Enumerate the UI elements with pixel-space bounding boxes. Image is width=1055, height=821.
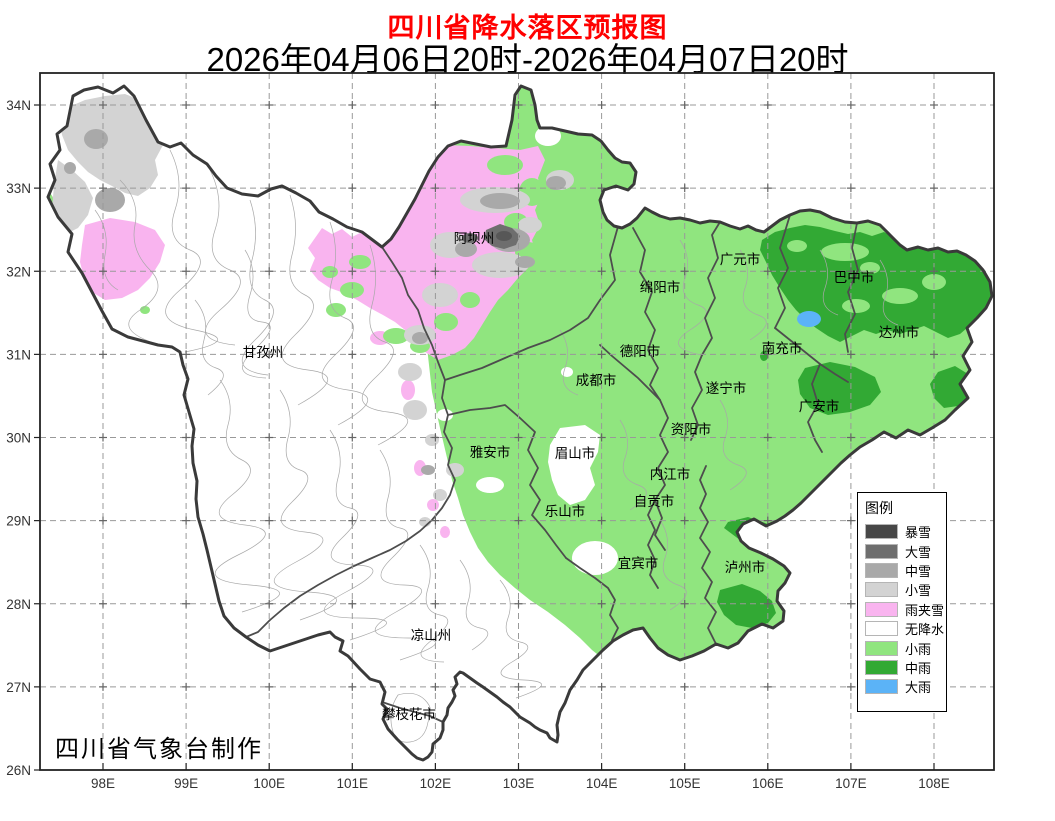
legend-box: 图例 暴雪大雪中雪小雪雨夹雪无降水小雨中雨大雨	[857, 492, 947, 712]
legend-rows: 暴雪大雪中雪小雪雨夹雪无降水小雨中雨大雨	[865, 522, 946, 697]
lat-tick-label: 33N	[6, 181, 31, 196]
legend-title: 图例	[865, 500, 893, 516]
legend-item: 无降水	[865, 619, 946, 638]
lon-tick-label: 102E	[420, 776, 452, 791]
legend-swatch	[865, 524, 898, 540]
city-label: 广安市	[799, 398, 840, 414]
lat-tick-label: 26N	[6, 763, 31, 778]
legend-swatch	[865, 543, 898, 559]
legend-swatch	[865, 640, 898, 656]
city-label: 甘孜州	[243, 345, 284, 360]
legend-label: 暴雪	[905, 525, 932, 541]
legend-label: 中雨	[905, 660, 932, 676]
legend-swatch	[865, 679, 898, 695]
legend-label: 无降水	[905, 622, 945, 638]
legend-label: 小雨	[905, 641, 932, 657]
city-label: 巴中市	[834, 269, 875, 285]
city-label: 内江市	[650, 466, 691, 482]
lon-tick-label: 103E	[503, 776, 535, 791]
lon-tick-label: 98E	[91, 776, 115, 791]
legend-label: 中雪	[905, 563, 932, 579]
city-label: 乐山市	[545, 503, 586, 519]
city-label: 遂宁市	[706, 380, 747, 396]
lon-tick-label: 101E	[337, 776, 369, 791]
legend-swatch	[865, 601, 898, 617]
city-label: 攀枝花市	[382, 706, 436, 722]
legend-item: 小雪	[865, 580, 946, 599]
lon-tick-label: 105E	[669, 776, 701, 791]
city-label: 南充市	[762, 340, 803, 356]
legend-item: 中雨	[865, 658, 946, 677]
precip-fill-layer	[48, 86, 992, 743]
city-label: 凉山州	[411, 628, 452, 643]
lat-tick-label: 30N	[6, 431, 31, 446]
city-label: 广元市	[720, 251, 761, 267]
legend-item: 雨夹雪	[865, 600, 946, 619]
city-label: 德阳市	[620, 343, 661, 359]
legend-swatch	[865, 582, 898, 598]
legend-label: 大雪	[905, 544, 932, 560]
lat-tick-label: 27N	[6, 680, 31, 695]
credit-text: 四川省气象台制作	[55, 736, 263, 763]
grid-layer: 98E 99E 100E 101E 102E 103E 104E 105E 106E 107E 10…	[6, 73, 994, 791]
lon-tick-label: 100E	[253, 776, 285, 791]
legend-label: 大雨	[905, 680, 932, 696]
city-label: 眉山市	[555, 445, 596, 461]
lat-tick-label: 29N	[6, 514, 31, 529]
city-label: 绵阳市	[640, 279, 681, 295]
page-title: 四川省降水落区预报图	[387, 13, 668, 43]
legend-swatch	[865, 562, 898, 578]
lon-tick-label: 106E	[752, 776, 784, 791]
legend-label: 小雪	[905, 583, 932, 599]
forecast-period: 2026年04月06日20时-2026年04月07日20时	[206, 41, 849, 78]
city-label: 资阳市	[671, 421, 712, 437]
city-label: 宜宾市	[618, 555, 659, 571]
lat-tick-label: 32N	[6, 264, 31, 279]
lat-tick-label: 31N	[6, 347, 31, 362]
lon-tick-label: 107E	[835, 776, 867, 791]
lon-tick-label: 108E	[918, 776, 950, 791]
legend-item: 中雪	[865, 561, 946, 580]
city-label: 雅安市	[470, 444, 511, 460]
legend-item: 大雨	[865, 677, 946, 696]
lon-tick-label: 104E	[586, 776, 618, 791]
map-frame	[39, 72, 995, 771]
city-label: 阿坝州	[454, 231, 495, 246]
legend-item: 大雪	[865, 541, 946, 560]
legend-swatch	[865, 621, 898, 637]
lat-tick-label: 28N	[6, 597, 31, 612]
legend-label: 雨夹雪	[905, 602, 945, 618]
city-label: 成都市	[576, 372, 617, 388]
city-label: 自贡市	[634, 493, 675, 509]
legend-swatch	[865, 659, 898, 675]
city-label: 泸州市	[725, 559, 766, 575]
province-boundary	[46, 84, 994, 762]
lat-tick-label: 34N	[6, 98, 31, 113]
city-label: 达州市	[879, 324, 920, 340]
legend-item: 暴雪	[865, 522, 946, 541]
lon-tick-label: 99E	[174, 776, 198, 791]
legend-item: 小雨	[865, 638, 946, 657]
